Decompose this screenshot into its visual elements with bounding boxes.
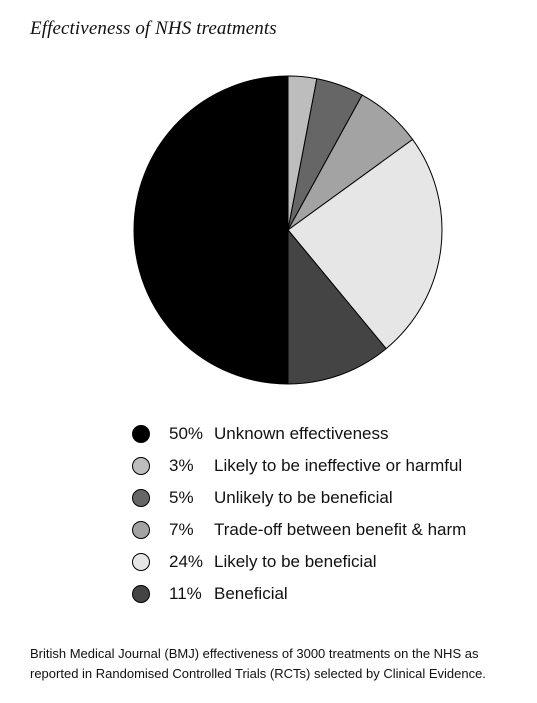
pie-chart [133,75,443,385]
legend-percent: 50% [169,424,204,443]
legend-item: 3% Likely to be ineffective or harmful [132,450,462,482]
legend-label: Likely to be beneficial [214,552,377,571]
legend-swatch [132,425,150,443]
chart-title: Effectiveness of NHS treatments [30,18,277,39]
legend-percent: 3% [169,456,194,475]
legend-percent: 24% [169,552,204,571]
pie-slice-likely-to-be-beneficial [287,138,443,350]
caption-line-2: reported in Randomised Controlled Trials… [30,666,486,681]
legend-item: 24% Likely to be beneficial [132,546,377,578]
legend-label: Trade-off between benefit & harm [214,520,467,539]
legend-label: Unknown effectiveness [214,424,389,443]
caption: British Medical Journal (BMJ) effectiven… [30,644,520,684]
legend-percent: 11% [169,584,202,603]
legend-swatch [132,553,150,571]
legend-item: 50% Unknown effectiveness [132,418,389,450]
caption-line-1: British Medical Journal (BMJ) effectiven… [30,646,479,661]
legend-label: Unlikely to be beneficial [214,488,393,507]
legend-item: 5% Unlikely to be beneficial [132,482,393,514]
legend-swatch [132,521,150,539]
legend-percent: 7% [169,520,194,539]
pie-slice-unknown-effectiveness [133,75,289,385]
legend-item: 7% Trade-off between benefit & harm [132,514,466,546]
legend-swatch [132,457,150,475]
legend-swatch [132,585,150,603]
legend-swatch [132,489,150,507]
legend: 50% Unknown effectiveness 3% Likely to b… [132,418,466,610]
legend-item: 11% Beneficial [132,578,288,610]
legend-percent: 5% [169,488,194,507]
pie-slice-beneficial [287,229,387,385]
legend-label: Likely to be ineffective or harmful [214,456,463,475]
legend-label: Beneficial [214,584,288,603]
